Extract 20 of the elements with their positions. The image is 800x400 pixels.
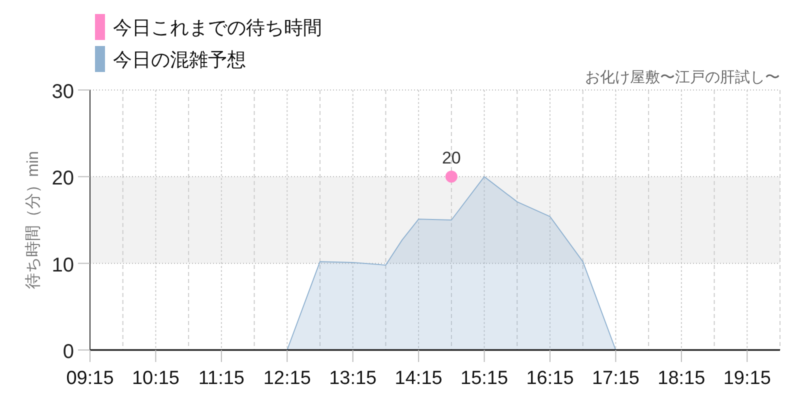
x-tick-label: 11:15: [198, 368, 244, 389]
y-tick-label: 20: [52, 168, 74, 190]
data-label: 20: [442, 148, 461, 168]
y-tick-label: 10: [52, 254, 74, 276]
chart-subtitle: お化け屋敷〜江戸の肝試し〜: [585, 69, 780, 86]
x-tick-label: 15:15: [460, 368, 508, 389]
legend-label: 今日の混雑予想: [113, 50, 246, 71]
x-tick-label: 13:15: [329, 368, 377, 389]
x-tick-label: 10:15: [132, 368, 180, 389]
y-tick-label: 0: [62, 341, 74, 363]
x-tick-label: 14:15: [394, 368, 442, 389]
x-tick-label: 19:15: [723, 368, 771, 389]
y-axis-title: 待ち時間（分）min: [24, 151, 42, 289]
x-tick-label: 09:15: [66, 368, 114, 389]
x-tick-label: 17:15: [592, 368, 640, 389]
x-tick-label: 12:15: [263, 368, 311, 389]
legend-label: 今日これまでの待ち時間: [113, 18, 322, 39]
y-tick-label: 30: [52, 81, 74, 103]
x-tick-label: 16:15: [526, 368, 574, 389]
x-tick-label: 18:15: [658, 368, 706, 389]
